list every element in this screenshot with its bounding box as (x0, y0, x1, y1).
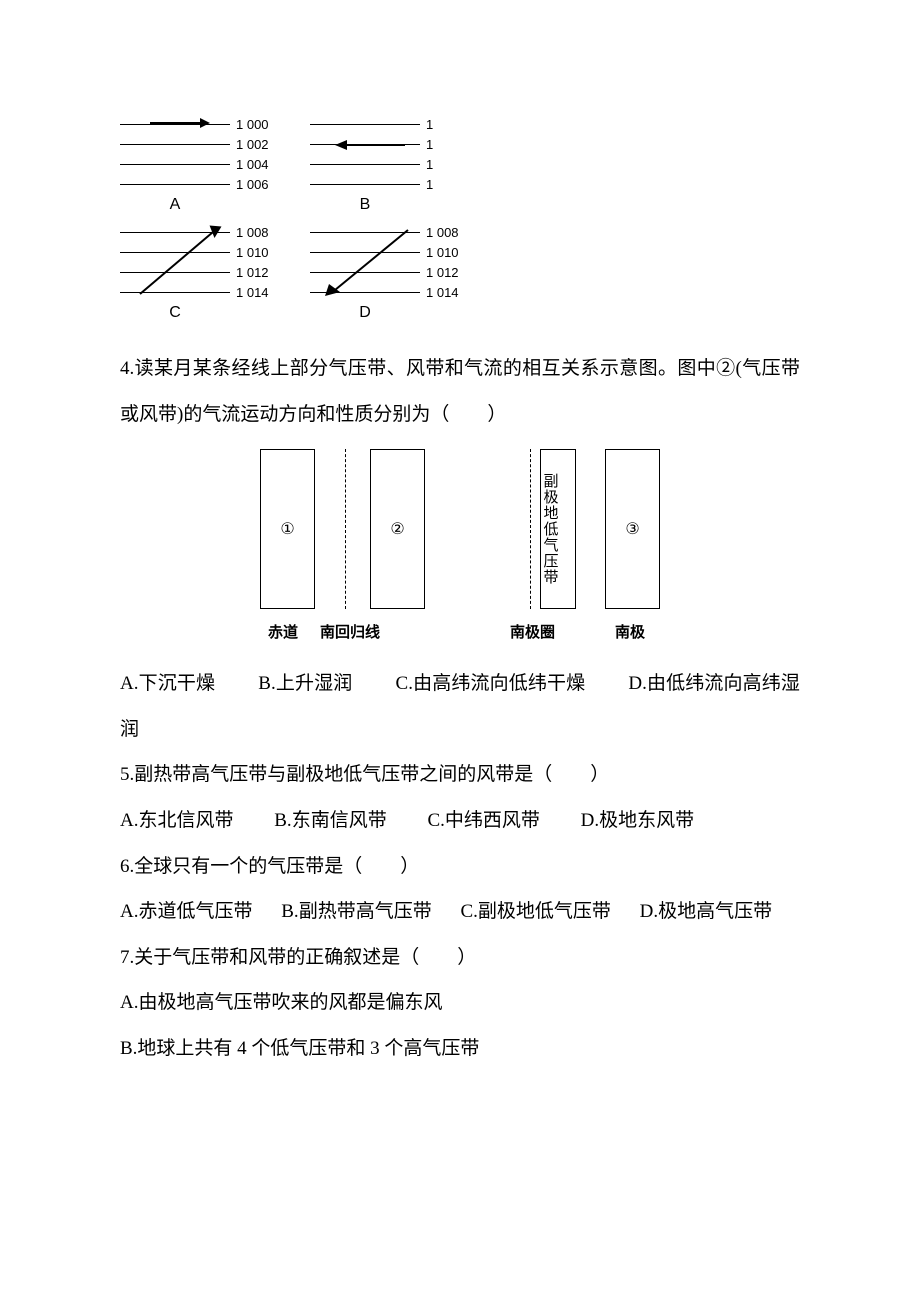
isobar-value: 1 008 (426, 225, 459, 240)
box-label-vertical: 副极地低气压带 (541, 450, 558, 608)
pressure-belt-diagram: ① ② 副极地低气压带 ③ 赤道 南回归线 南极圈 南极 (240, 449, 680, 649)
isobar-value: 1 (426, 157, 433, 172)
isobar-panel-b: 1 1 1 1 B (310, 110, 500, 218)
panel-letter: C (120, 304, 230, 322)
question-7-stem: 7.关于气压带和风带的正确叙述是（ ） (120, 935, 800, 981)
question-5-stem: 5.副热带高气压带与副极地低气压带之间的风带是（ ） (120, 752, 800, 798)
isobar-value: 1 008 (236, 225, 269, 240)
question-5-options: A.东北信风带 B.东南信风带 C.中纬西风带 D.极地东风带 (120, 798, 800, 844)
question-7-option-a: A.由极地高气压带吹来的风都是偏东风 (120, 980, 800, 1026)
isobar-figure: 1 000 1 002 1 004 1 006 A 1 1 1 1 B (120, 110, 800, 326)
axis-label-antarctic-circle: 南极圈 (510, 621, 555, 642)
axis-label-south-pole: 南极 (615, 621, 645, 642)
isobar-value: 1 012 (426, 265, 459, 280)
question-4-stem: 4.读某月某条经线上部分气压带、风带和气流的相互关系示意图。图中②(气压带或风带… (120, 346, 800, 437)
question-7-option-b: B.地球上共有 4 个低气压带和 3 个高气压带 (120, 1026, 800, 1072)
option-c: C.由高纬流向低纬干燥 (396, 673, 586, 694)
isobar-value: 1 000 (236, 117, 269, 132)
option-d: D.极地高气压带 (640, 889, 773, 935)
dashed-line (345, 449, 346, 609)
box-label: ① (280, 519, 294, 539)
isobar-value: 1 (426, 177, 433, 192)
isobar-value: 1 006 (236, 177, 269, 192)
isobar-value: 1 002 (236, 137, 269, 152)
option-c: C.中纬西风带 (427, 798, 539, 844)
diagram-box-2: ② (370, 449, 425, 609)
box-label: ③ (625, 519, 639, 539)
isobar-value: 1 010 (426, 245, 459, 260)
option-b: B.副热带高气压带 (281, 889, 431, 935)
option-a: A.下沉干燥 (120, 673, 215, 694)
diagram-box-4: ③ (605, 449, 660, 609)
option-b: B.东南信风带 (274, 798, 386, 844)
isobar-value: 1 (426, 117, 433, 132)
question-4-options: A.下沉干燥 B.上升湿润 C.由高纬流向低纬干燥 D.由低纬流向高纬湿润 (120, 661, 800, 752)
isobar-value: 1 010 (236, 245, 269, 260)
diagram-box-1: ① (260, 449, 315, 609)
axis-label-tropic: 南回归线 (320, 621, 380, 642)
box-label: ② (390, 519, 404, 539)
option-d: D.极地东风带 (581, 798, 695, 844)
option-a: A.赤道低气压带 (120, 889, 253, 935)
axis-label-equator: 赤道 (268, 621, 298, 642)
isobar-panel-d: 1 008 1 010 1 012 1 014 D (310, 218, 500, 326)
option-b: B.上升湿润 (258, 673, 352, 694)
question-6-stem: 6.全球只有一个的气压带是（ ） (120, 844, 800, 890)
panel-letter: B (310, 196, 420, 214)
option-a: A.东北信风带 (120, 798, 234, 844)
isobar-value: 1 (426, 137, 433, 152)
dashed-line (530, 449, 531, 609)
panel-letter: D (310, 304, 420, 322)
option-c: C.副极地低气压带 (460, 889, 610, 935)
isobar-panel-c: 1 008 1 010 1 012 1 014 C (120, 218, 310, 326)
isobar-value: 1 014 (236, 285, 269, 300)
diagram-box-3: 副极地低气压带 (540, 449, 576, 609)
isobar-value: 1 012 (236, 265, 269, 280)
question-6-options: A.赤道低气压带 B.副热带高气压带 C.副极地低气压带 D.极地高气压带 (120, 889, 800, 935)
panel-letter: A (120, 196, 230, 214)
isobar-value: 1 004 (236, 157, 269, 172)
isobar-value: 1 014 (426, 285, 459, 300)
isobar-panel-a: 1 000 1 002 1 004 1 006 A (120, 110, 310, 218)
